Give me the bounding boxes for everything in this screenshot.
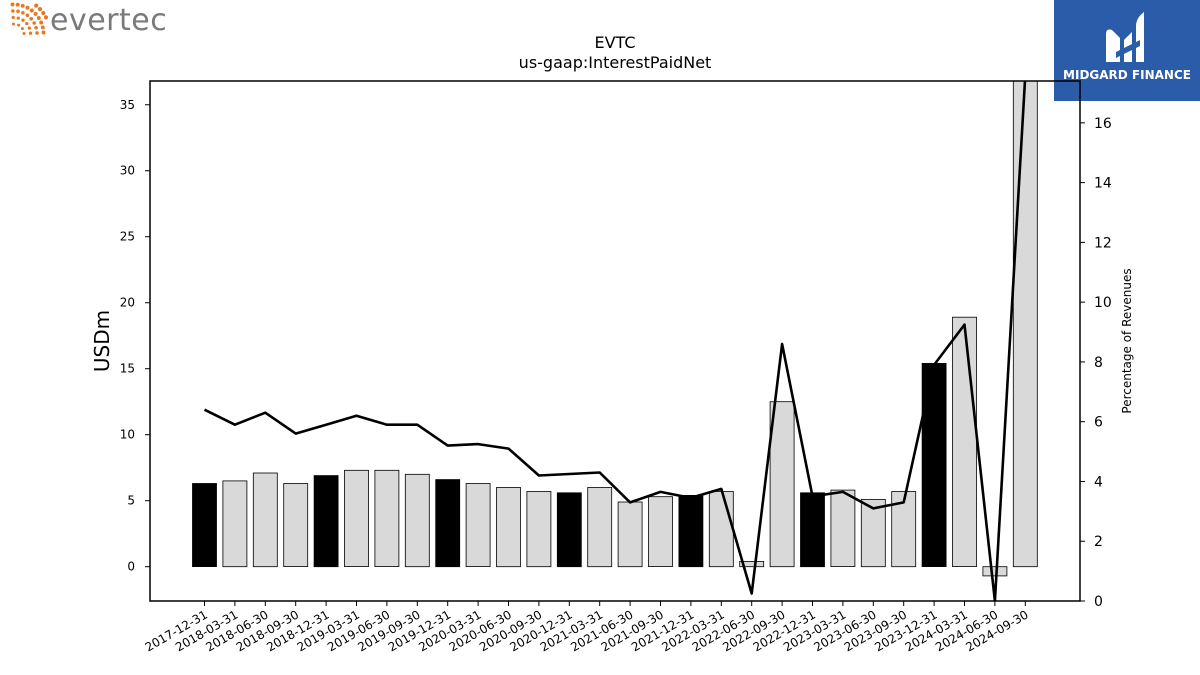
midgard-finance-logo: MIDGARD FINANCE [1054,0,1200,101]
bar-2018-12-31 [313,475,339,568]
bar-2021-03-31 [587,487,613,568]
logo-dot [41,30,46,35]
bar-2024-03-31 [952,316,977,568]
bar-2023-06-30 [860,498,886,568]
logo-dot [43,15,48,20]
logo-dot [41,10,46,16]
logo-dot [20,27,24,31]
y-tick-label: 5 [127,494,135,508]
logo-dot [32,21,36,25]
bar-2019-09-30 [404,473,430,568]
logo-dot [22,32,26,35]
logo-dot [25,5,30,10]
evertec-logo: evertec [0,0,200,45]
logo-dot [40,25,45,30]
logo-dot [15,2,20,7]
y-tick-label: 35 [120,98,135,112]
bar-2020-03-31 [465,483,491,567]
y-axis-label: USDm [90,310,114,372]
bar-2018-06-30 [252,472,278,568]
logo-dot [11,9,15,13]
logo-dot [29,8,34,13]
y-tick-label: 10 [120,428,135,442]
bar-2018-03-31 [222,480,248,568]
bar-2022-06-30 [739,561,765,568]
logo-dot [21,11,25,15]
evertec-logo-text: evertec [50,3,168,38]
logo-dot [25,13,30,18]
logo-dot [16,16,20,20]
bar-2022-03-31 [708,491,734,568]
bar-2020-09-30 [526,491,552,568]
y2-tick-label: 16 [1094,116,1112,132]
bar-2019-06-30 [374,469,400,567]
bar-2020-06-30 [496,487,521,568]
percentage-line [203,81,1027,601]
y-tick-label: 30 [120,164,135,178]
y2-tick-label: 0 [1094,594,1103,610]
logo-dot [27,26,32,30]
bar-2021-06-30 [617,501,643,568]
bar-2024-06-30 [982,566,1008,577]
bar-2024-09-30 [1012,80,1038,568]
logo-dot [36,16,41,20]
bar-2021-12-31 [678,494,704,568]
logo-dot [34,3,39,8]
bar-2022-12-31 [800,492,825,568]
bar-2023-12-31 [921,362,947,567]
logo-dot [37,7,43,12]
midgard-finance-text: MIDGARD FINANCE [1063,68,1191,82]
y-tick-label: 25 [120,230,135,244]
logo-dot [20,3,25,8]
bar-2019-12-31 [435,479,461,568]
y2-tick-label: 8 [1094,355,1103,371]
logo-dot [21,18,25,22]
logo-dot [35,31,39,35]
logo-dot [11,15,15,20]
logo-dot [34,26,38,30]
logo-dot [25,21,29,26]
logo-dot [16,9,20,14]
y-tick-label: 15 [120,362,135,376]
chart-subtitle: us-gaap:InterestPaidNet [519,53,712,72]
y2-tick-label: 12 [1094,235,1112,251]
logo-dot [10,2,15,7]
bar-2022-09-30 [769,401,795,568]
logo-dot [28,31,33,35]
midgard-emblem-icon [1106,12,1144,62]
y-tick-label: 0 [127,560,135,574]
logo-dot [29,17,33,21]
bar-2019-03-31 [344,469,369,567]
plot-frame [149,80,1081,602]
y2-tick-label: 4 [1094,474,1103,490]
y2-axis-label: Percentage of Revenues [1120,268,1134,413]
logo-dot [17,23,21,27]
y2-tick-label: 14 [1094,176,1112,192]
logo-dot [33,11,38,16]
bar-2023-03-31 [830,489,856,568]
bar-2020-12-31 [556,492,582,568]
logo-dot [39,20,44,25]
bar-2021-09-30 [648,496,673,568]
bar-2018-09-30 [283,483,309,567]
evertec-dots-icon [10,2,48,35]
y2-tick-label: 6 [1094,415,1103,431]
chart-title: EVTC [594,33,635,52]
logo-dot [12,22,15,26]
y2-tick-label: 10 [1094,295,1112,311]
y-tick-label: 20 [120,296,135,310]
y2-tick-label: 2 [1094,534,1103,550]
bar-2017-12-31 [192,483,217,567]
